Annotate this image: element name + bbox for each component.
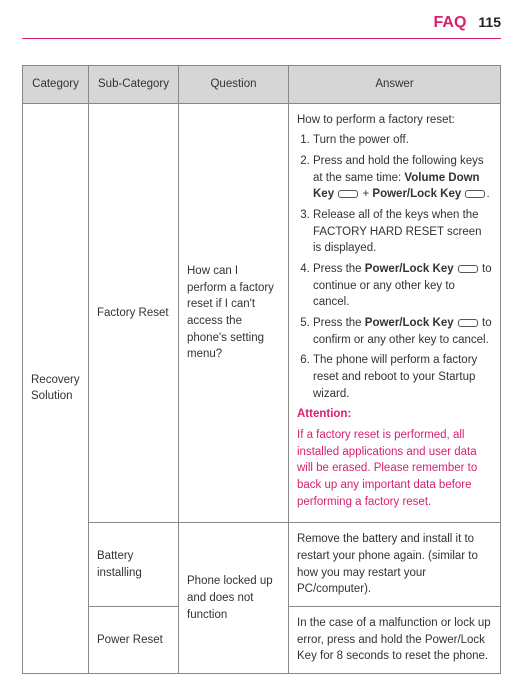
answer-intro: How to perform a factory reset:	[297, 112, 492, 129]
cell-question: Phone locked up and does not function	[179, 523, 289, 674]
attention-title: Attention:	[297, 406, 492, 423]
step-5-text-a: Press the	[313, 317, 365, 329]
step-4: Press the Power/Lock Key to continue or …	[313, 261, 492, 311]
page: FAQ 115 Category Sub-Category Question A…	[0, 0, 523, 694]
power-lock-key-label-2: Power/Lock Key	[365, 263, 454, 275]
cell-answer: How to perform a factory reset: Turn the…	[289, 103, 501, 523]
col-question: Question	[179, 66, 289, 104]
col-category: Category	[23, 66, 89, 104]
table-header-row: Category Sub-Category Question Answer	[23, 66, 501, 104]
step-3: Release all of the keys when the FACTORY…	[313, 207, 492, 257]
power-lock-key-icon-3	[458, 319, 478, 327]
answer-steps: Turn the power off. Press and hold the f…	[297, 132, 492, 402]
step-4-text-a: Press the	[313, 263, 365, 275]
power-lock-key-icon	[465, 190, 485, 198]
volume-down-key-icon	[338, 190, 358, 198]
cell-subcategory: Factory Reset	[89, 103, 179, 523]
attention-text: If a factory reset is performed, all ins…	[297, 427, 492, 510]
step-2: Press and hold the following keys at the…	[313, 153, 492, 203]
page-number: 115	[478, 14, 501, 30]
step-2-end: .	[486, 188, 489, 200]
header-title: FAQ	[434, 14, 467, 32]
cell-answer: Remove the battery and install it to res…	[289, 523, 501, 607]
cell-subcategory: Battery installing	[89, 523, 179, 607]
col-subcategory: Sub-Category	[89, 66, 179, 104]
power-lock-key-icon-2	[458, 265, 478, 273]
faq-table: Category Sub-Category Question Answer Re…	[22, 65, 501, 674]
cell-question: How can I perform a factory reset if I c…	[179, 103, 289, 523]
cell-category: Recovery Solution	[23, 103, 89, 673]
page-header: FAQ 115	[22, 14, 501, 39]
step-6: The phone will perform a factory reset a…	[313, 352, 492, 402]
cell-answer: In the case of a malfunction or lock up …	[289, 607, 501, 674]
table-row: Battery installing Phone locked up and d…	[23, 523, 501, 607]
power-lock-key-label-3: Power/Lock Key	[365, 317, 454, 329]
col-answer: Answer	[289, 66, 501, 104]
table-row: Recovery Solution Factory Reset How can …	[23, 103, 501, 523]
step-5: Press the Power/Lock Key to confirm or a…	[313, 315, 492, 348]
cell-subcategory: Power Reset	[89, 607, 179, 674]
step-1: Turn the power off.	[313, 132, 492, 149]
power-lock-key-label: Power/Lock Key	[372, 188, 461, 200]
plus-text: +	[359, 188, 372, 200]
